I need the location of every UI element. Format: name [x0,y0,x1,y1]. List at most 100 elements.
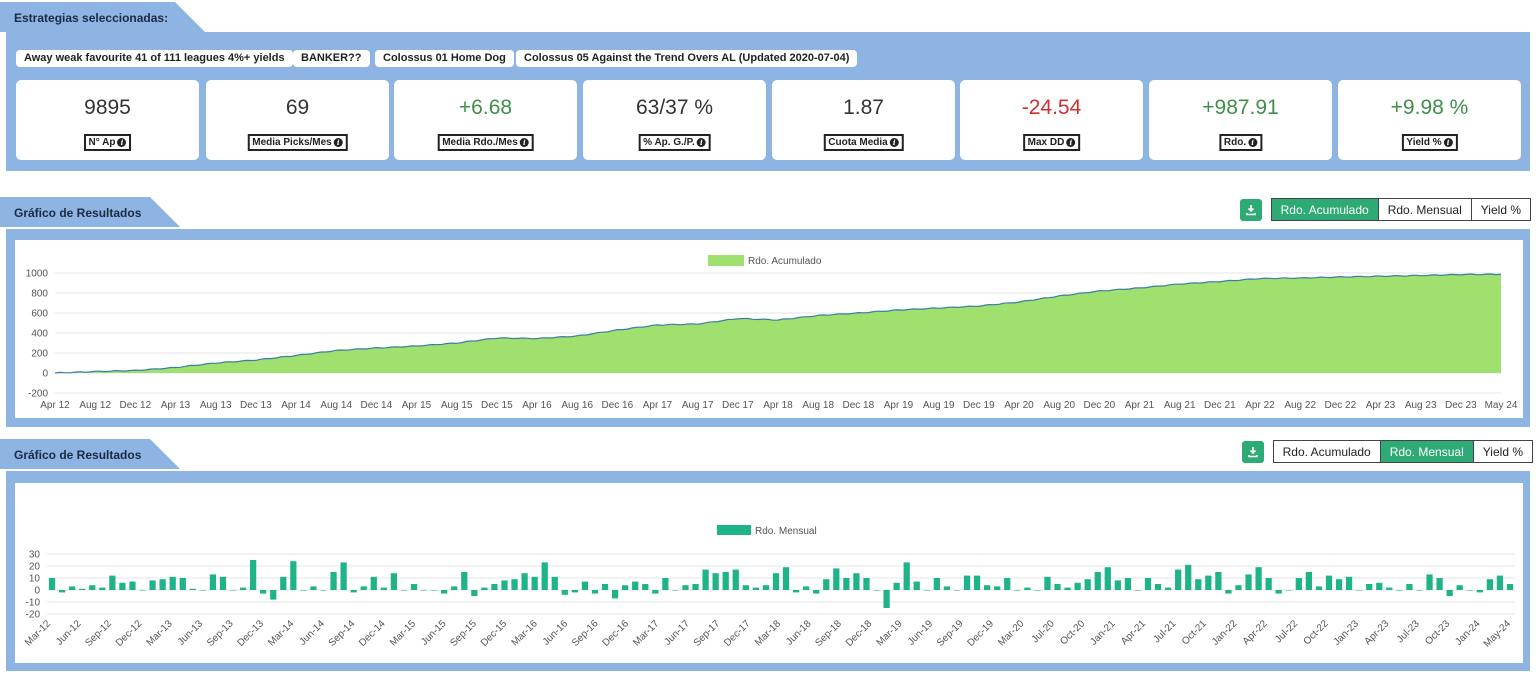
bar [1366,584,1373,590]
x-tick-label: Mar-18 [753,618,783,648]
bar [712,573,719,590]
x-tick-label: Dec 16 [601,400,633,411]
bar [169,576,176,590]
kpi-card: +6.68 Media Rdo./Mes i [394,80,577,160]
x-tick-label: Oct-20 [1058,618,1087,647]
kpi-label[interactable]: Media Picks/Mes i [247,134,348,151]
bar [611,590,619,599]
info-icon[interactable]: i [117,138,127,147]
kpi-label[interactable]: Max DD i [1022,134,1081,151]
strategy-pill[interactable]: Colossus 05 Against the Trend Overs AL (… [516,50,858,67]
kpi-value: +987.91 [1202,96,1279,119]
download-icon [1247,446,1258,457]
bar [79,588,86,590]
x-tick-label: Jun-18 [784,618,814,648]
kpi-card: 9895 N° Ap i [16,80,199,160]
bar [682,585,689,590]
y-tick-label: 30 [29,550,41,561]
bar [1245,574,1252,590]
download-button[interactable] [1239,198,1262,221]
bar [420,590,428,591]
toggle-rdo-mensual[interactable]: Rdo. Mensual [1379,441,1473,462]
kpi-card: 1.87 Cuota Media i [772,80,955,160]
bar [1325,575,1333,590]
strategy-pill[interactable]: Colossus 01 Home Dog [375,50,514,67]
kpi-label[interactable]: N° Ap i [83,134,132,151]
y-tick-label: 10 [29,574,41,585]
info-icon[interactable]: i [333,138,343,147]
bar [1345,576,1353,590]
kpi-label-text: N° Ap [88,137,116,148]
bar [1134,590,1142,591]
x-tick-label: Aug 23 [1405,400,1437,411]
bar [1054,584,1061,590]
x-tick-label: Apr 12 [40,400,70,411]
info-icon[interactable]: i [1248,138,1258,147]
info-icon[interactable]: i [696,138,706,147]
bar [310,586,317,590]
bar [239,587,247,590]
bar [853,573,860,590]
kpi-label[interactable]: Yield % i [1401,134,1458,151]
x-tick-label: Mar-19 [875,618,905,648]
x-tick-label: Dec-16 [600,618,631,649]
bar [752,587,759,590]
bar [1335,579,1343,590]
y-tick-label: 20 [29,562,41,573]
x-tick-label: Apr-23 [1362,618,1391,647]
y-tick-label: 0 [34,586,40,597]
bar [1406,584,1413,590]
x-tick-label: Dec-12 [114,618,145,649]
kpi-label[interactable]: Cuota Media i [823,134,904,151]
kpi-label-text: Media Rdo./Mes [442,137,518,148]
x-tick-label: Sep-18 [813,618,844,649]
bar [149,580,156,590]
legend-label: Rdo. Acumulado [748,256,822,267]
x-tick-label: Apr 17 [643,400,673,411]
kpi-label-text: Yield % [1406,137,1442,148]
download-button[interactable] [1241,440,1264,463]
strategy-pill[interactable]: BANKER?? [293,50,370,67]
bar [58,590,66,593]
info-icon[interactable]: i [519,138,529,147]
kpi-label[interactable]: Rdo. i [1218,134,1263,151]
info-icon[interactable]: i [889,138,899,147]
kpi-card: -24.54 Max DD i [960,80,1143,160]
x-tick-label: Apr 19 [884,400,914,411]
x-tick-label: Dec 14 [360,400,392,411]
bar [863,578,870,590]
bar [461,572,468,590]
kpi-card: 63/37 % % Ap. G./P. i [583,80,766,160]
bar [581,581,589,590]
toggle-rdo-mensual[interactable]: Rdo. Mensual [1377,199,1471,220]
x-tick-label: Dec 20 [1083,400,1115,411]
x-tick-label: Dec-15 [479,618,510,649]
kpi-label-text: Media Picks/Mes [252,137,332,148]
info-icon[interactable]: i [1443,138,1453,147]
toggle-yield[interactable]: Yield % [1470,199,1530,220]
toggle-rdo-acumulado[interactable]: Rdo. Acumulado [1273,441,1380,462]
x-tick-label: Aug 19 [923,400,955,411]
kpi-card: 69 Media Picks/Mes i [206,80,389,160]
toggle-yield[interactable]: Yield % [1472,441,1532,462]
bar [270,590,277,600]
bar [1456,585,1463,590]
kpi-value: 9895 [84,96,131,119]
x-tick-label: Mar-20 [996,618,1026,648]
x-tick-label: Sep-13 [205,618,236,649]
kpi-label[interactable]: % Ap. G./P. i [638,134,711,151]
toggle-rdo-acumulado[interactable]: Rdo. Acumulado [1271,199,1378,220]
view-toggle-1: Rdo. Acumulado Rdo. Mensual Yield % [1270,198,1531,221]
bar [1044,576,1051,590]
legend-label: Rdo. Mensual [755,526,817,537]
bar [521,573,528,590]
bar [199,590,206,591]
bar [1154,584,1162,590]
bar [441,590,448,594]
kpi-label[interactable]: Media Rdo./Mes i [437,134,534,151]
toolbar-1: Rdo. Acumulado Rdo. Mensual Yield % [1239,198,1531,221]
strategy-pill[interactable]: Away weak favourite 41 of 111 leagues 4%… [16,50,293,67]
x-tick-label: Dec-19 [965,618,996,649]
info-icon[interactable]: i [1066,138,1076,147]
bar [189,588,196,590]
